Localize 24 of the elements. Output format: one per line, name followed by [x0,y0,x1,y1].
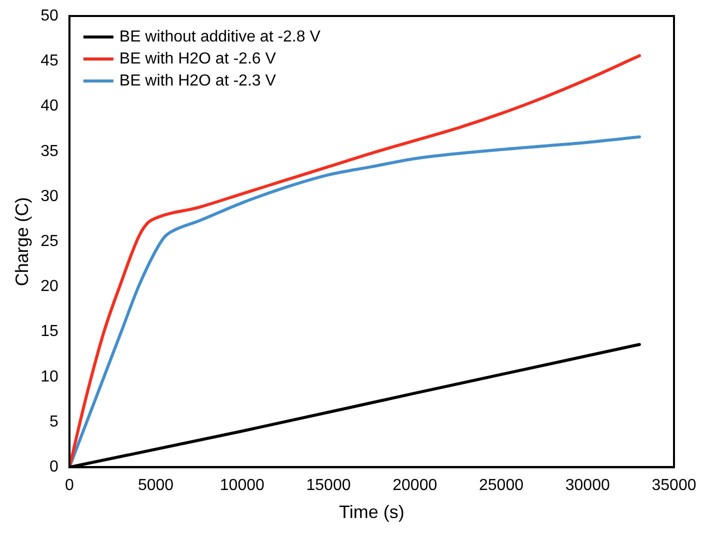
y-tick-label: 10 [40,368,58,386]
legend-label: BE with H2O at -2.3 V [119,72,276,90]
legend-label: BE without additive at -2.8 V [119,28,321,46]
x-tick-label: 35000 [652,477,696,494]
x-tick-label: 30000 [565,477,610,494]
y-tick-label: 15 [40,323,58,340]
y-tick-label: 20 [40,278,58,296]
legend-label: BE with H2O at -2.6 V [119,50,276,68]
y-axis-title: Charge (C) [12,197,32,286]
y-tick-label: 50 [40,7,58,24]
x-axis-title: Time (s) [339,502,404,522]
y-tick-label: 35 [40,142,58,160]
y-tick-label: 40 [40,98,58,115]
y-tick-label: 30 [40,188,58,205]
x-tick-label: 20000 [392,477,438,494]
x-tick-label: 15000 [306,477,351,494]
x-tick-label: 25000 [479,477,524,494]
x-tick-label: 10000 [220,477,264,494]
y-tick-label: 5 [49,413,58,430]
y-tick-label: 0 [49,458,58,476]
y-tick-label: 45 [40,52,58,70]
y-tick-label: 25 [40,233,58,250]
x-tick-label: 5000 [138,477,174,494]
x-tick-label: 0 [64,477,74,494]
